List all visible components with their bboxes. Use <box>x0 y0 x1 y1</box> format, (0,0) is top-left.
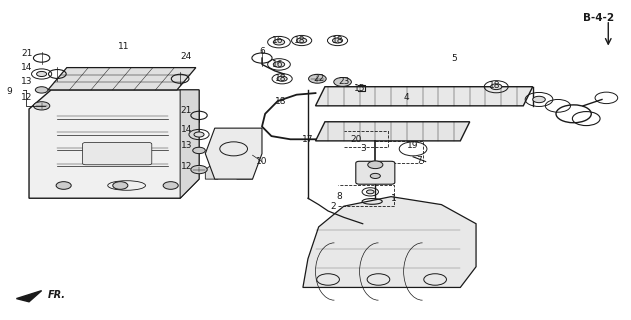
Text: 21: 21 <box>180 106 192 115</box>
Text: 16: 16 <box>272 36 283 45</box>
Polygon shape <box>48 68 196 90</box>
Text: 6: 6 <box>259 47 265 56</box>
Text: 14: 14 <box>21 63 33 72</box>
Text: 18: 18 <box>275 74 286 83</box>
Text: 14: 14 <box>180 125 192 134</box>
Polygon shape <box>29 90 199 198</box>
Text: 5: 5 <box>451 53 457 62</box>
Circle shape <box>35 87 48 93</box>
FancyBboxPatch shape <box>83 142 152 165</box>
Text: 12: 12 <box>21 93 33 102</box>
Text: 9: 9 <box>6 87 12 96</box>
Circle shape <box>297 38 307 43</box>
Circle shape <box>333 38 343 43</box>
Polygon shape <box>205 165 218 179</box>
Polygon shape <box>205 128 262 179</box>
Text: 23: 23 <box>338 77 350 86</box>
Circle shape <box>309 74 326 83</box>
Circle shape <box>370 173 380 179</box>
Text: 18: 18 <box>294 36 305 45</box>
Circle shape <box>368 161 383 169</box>
Text: FR.: FR. <box>48 291 66 300</box>
Circle shape <box>37 71 47 76</box>
FancyBboxPatch shape <box>356 161 395 184</box>
Polygon shape <box>237 165 252 179</box>
Text: 13: 13 <box>21 77 33 86</box>
Text: 4: 4 <box>404 93 410 102</box>
Text: 18: 18 <box>489 81 500 90</box>
Circle shape <box>56 182 71 189</box>
Text: 16: 16 <box>272 60 283 69</box>
Text: B-4-2: B-4-2 <box>584 13 615 23</box>
Circle shape <box>490 84 502 90</box>
Text: 1: 1 <box>391 194 397 203</box>
Text: 8: 8 <box>336 192 342 201</box>
Text: 2: 2 <box>330 202 336 211</box>
Circle shape <box>334 77 351 86</box>
Text: 22: 22 <box>313 74 324 83</box>
Text: 18: 18 <box>332 36 343 45</box>
Text: 18: 18 <box>275 97 286 106</box>
Polygon shape <box>303 197 476 287</box>
Text: 17: 17 <box>302 135 314 144</box>
Polygon shape <box>316 122 469 141</box>
Circle shape <box>33 102 50 110</box>
Circle shape <box>277 76 287 81</box>
Text: 7: 7 <box>416 156 422 164</box>
Polygon shape <box>180 90 199 198</box>
Text: 12: 12 <box>180 162 192 171</box>
Circle shape <box>533 96 545 103</box>
Circle shape <box>273 39 285 45</box>
Text: 3: 3 <box>360 144 365 153</box>
Polygon shape <box>16 291 42 302</box>
Circle shape <box>192 147 205 154</box>
Text: 20: 20 <box>351 135 362 144</box>
Circle shape <box>163 182 178 189</box>
Circle shape <box>367 190 374 194</box>
Text: 10: 10 <box>256 157 268 166</box>
Text: 11: 11 <box>118 42 129 52</box>
Text: 13: 13 <box>180 141 192 150</box>
Text: 19: 19 <box>408 141 419 150</box>
Circle shape <box>113 182 128 189</box>
Circle shape <box>194 132 204 137</box>
Polygon shape <box>316 87 533 106</box>
Circle shape <box>191 165 207 174</box>
Text: 15: 15 <box>354 84 365 93</box>
Circle shape <box>273 61 285 67</box>
Text: 24: 24 <box>181 52 192 61</box>
Text: 21: 21 <box>21 49 33 58</box>
